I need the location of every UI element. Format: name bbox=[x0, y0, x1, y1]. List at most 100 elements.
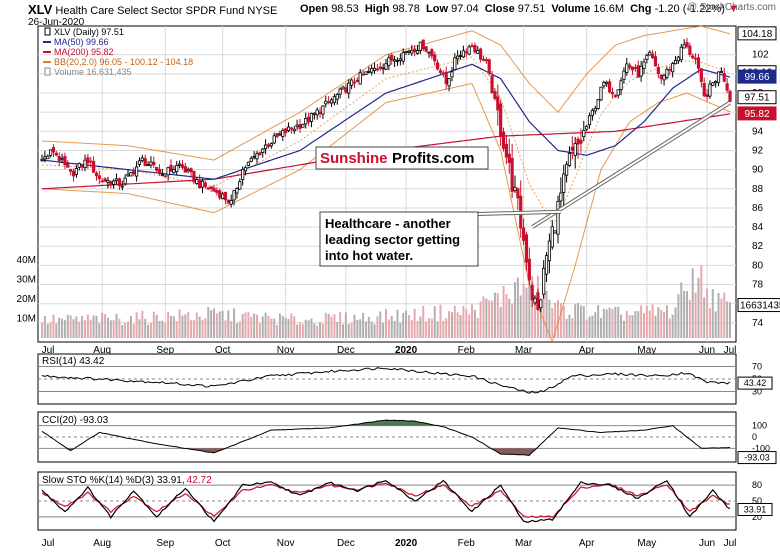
volume-bar bbox=[683, 290, 686, 338]
volume-bar bbox=[548, 299, 551, 338]
volume-bar bbox=[167, 312, 170, 338]
volume-bar bbox=[210, 310, 213, 338]
candle-body bbox=[699, 68, 703, 82]
candle-body bbox=[722, 72, 726, 82]
volume-bar bbox=[364, 321, 367, 338]
x-axis-label: Aug bbox=[93, 538, 111, 549]
volume-bar bbox=[476, 317, 479, 338]
volume-bar bbox=[579, 305, 582, 338]
candle-body bbox=[478, 48, 483, 60]
candle-body bbox=[54, 152, 58, 156]
candle-body bbox=[123, 177, 127, 185]
volume-bar bbox=[49, 322, 52, 338]
volume-bar bbox=[459, 315, 462, 338]
sto-badge-text: 33.91 bbox=[744, 504, 767, 514]
candle-body bbox=[433, 54, 437, 62]
candle-body bbox=[100, 180, 104, 183]
candle-body bbox=[616, 89, 620, 96]
x-axis-label: Feb bbox=[458, 345, 476, 356]
volume-bar bbox=[700, 265, 703, 338]
volume-bar bbox=[376, 316, 379, 338]
candle-body bbox=[467, 46, 471, 55]
candle-body bbox=[415, 50, 420, 54]
volume-bar bbox=[241, 313, 244, 338]
cci-badge bbox=[737, 451, 777, 465]
volume-bar bbox=[124, 323, 127, 338]
volume-bar bbox=[620, 314, 623, 338]
volume-bar bbox=[402, 312, 405, 338]
callout-pointer-inner bbox=[477, 210, 561, 215]
volume-bar bbox=[281, 316, 284, 338]
volume-bar bbox=[622, 320, 625, 338]
candle-body bbox=[613, 94, 617, 98]
volume-bar bbox=[637, 311, 640, 338]
candle-body bbox=[286, 126, 291, 131]
x-axis-label: Dec bbox=[337, 538, 355, 549]
volume-bar bbox=[694, 292, 697, 338]
candle-body bbox=[679, 46, 683, 61]
volume-bar bbox=[152, 311, 155, 338]
sto-d-line bbox=[41, 482, 731, 519]
volume-bar bbox=[625, 310, 628, 338]
cci-positive-fill bbox=[42, 420, 730, 426]
volume-bar bbox=[129, 315, 132, 338]
candle-body bbox=[103, 178, 107, 182]
volume-bar bbox=[479, 301, 482, 338]
candle-body bbox=[97, 175, 101, 180]
volume-bar bbox=[301, 323, 304, 338]
annotation-line: into hot water. bbox=[325, 248, 413, 263]
candle-body bbox=[499, 103, 503, 138]
candle-body bbox=[129, 172, 133, 177]
volume-bar bbox=[373, 324, 376, 338]
candle-body bbox=[565, 163, 569, 176]
candle-body bbox=[671, 63, 675, 73]
volume-bar bbox=[172, 316, 175, 338]
volume-bar bbox=[519, 295, 522, 338]
price-axis-tick: 102 bbox=[752, 50, 769, 61]
volume-bar bbox=[542, 292, 545, 338]
candle-body bbox=[235, 187, 239, 194]
candle-body bbox=[160, 174, 164, 176]
candle-body bbox=[180, 164, 185, 168]
volume-bar bbox=[611, 308, 614, 338]
volume-bar bbox=[723, 292, 726, 338]
price-axis-tick: 94 bbox=[752, 126, 764, 137]
candle-body bbox=[74, 168, 78, 175]
volume-bar bbox=[608, 307, 611, 338]
volume-bar bbox=[648, 310, 651, 338]
volume-bar bbox=[118, 318, 121, 338]
open-label: Open bbox=[300, 3, 329, 15]
volume-bar bbox=[534, 301, 537, 338]
volume-bar bbox=[614, 306, 617, 338]
volume-bar bbox=[525, 287, 528, 338]
candle-body bbox=[648, 51, 652, 56]
sto-level-label: 80 bbox=[752, 480, 762, 490]
volume-bar bbox=[717, 292, 720, 338]
candle-body bbox=[117, 178, 121, 186]
candle-body bbox=[137, 160, 142, 165]
volume-bar bbox=[370, 321, 373, 338]
watermark: @ StockCharts.com bbox=[686, 2, 776, 13]
candle-body bbox=[481, 58, 486, 61]
candle-body bbox=[223, 191, 228, 201]
candle-body bbox=[401, 52, 405, 62]
candle-body bbox=[473, 45, 477, 53]
candle-body bbox=[418, 41, 423, 51]
price-badge bbox=[737, 106, 777, 121]
candle-body bbox=[166, 167, 170, 176]
volume-bar bbox=[147, 324, 150, 338]
candle-body bbox=[126, 173, 130, 177]
volume-bar bbox=[505, 294, 508, 338]
candle-body bbox=[547, 240, 552, 262]
candle-body bbox=[149, 161, 153, 166]
candle-body bbox=[559, 192, 563, 202]
volume-bar bbox=[594, 312, 597, 338]
candles bbox=[40, 38, 732, 313]
candle-body bbox=[249, 157, 253, 162]
candle-body bbox=[347, 82, 351, 94]
volume-bar bbox=[69, 315, 72, 338]
volume-bar bbox=[359, 319, 362, 338]
x-axis-label: May bbox=[637, 345, 656, 356]
volume-bar bbox=[258, 323, 261, 338]
